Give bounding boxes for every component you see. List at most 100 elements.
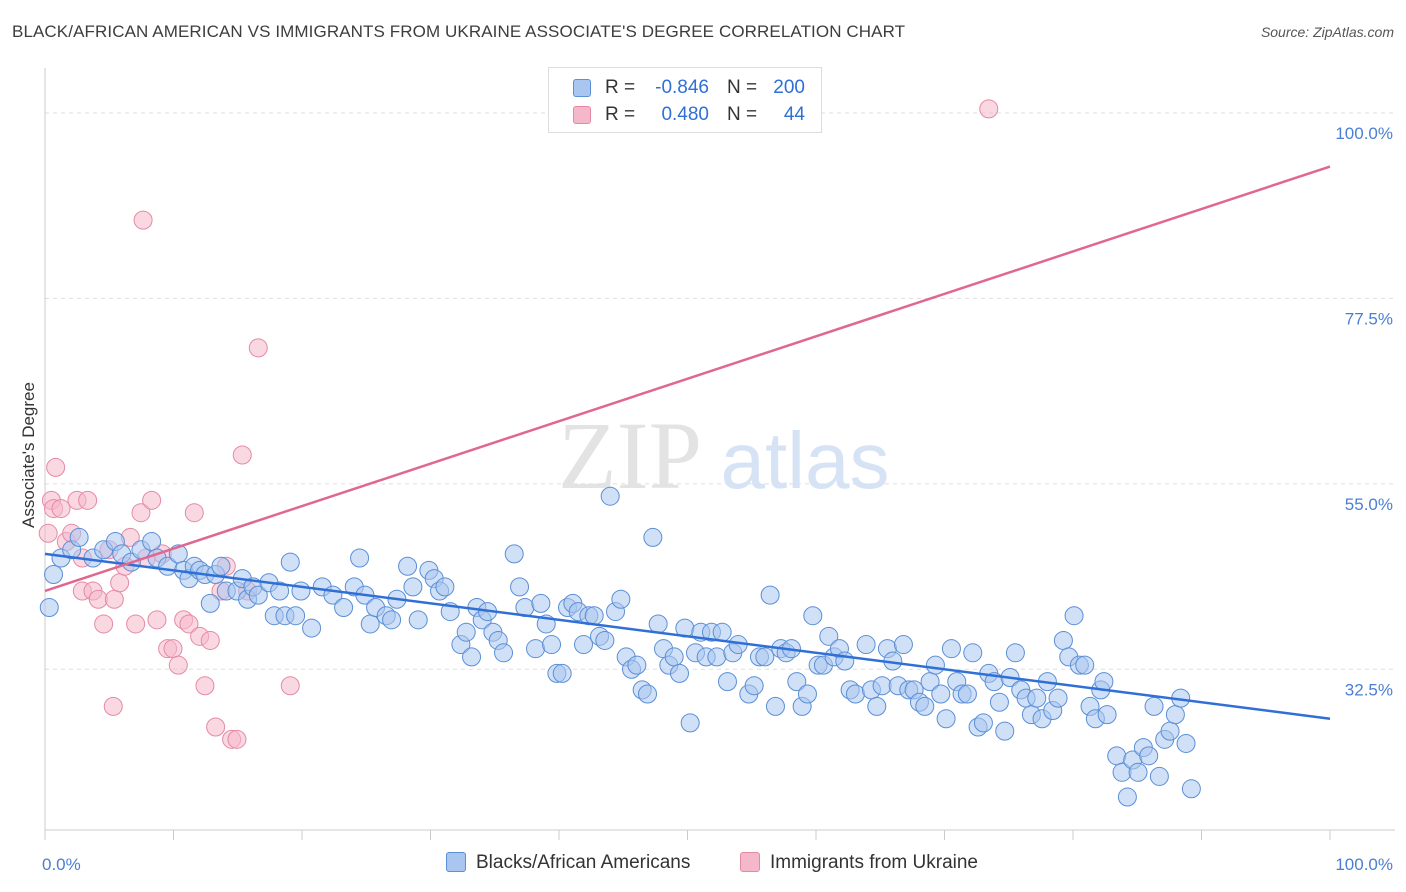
black-point-177 xyxy=(1117,787,1137,807)
black-point-79 xyxy=(584,606,604,626)
black-point-54 xyxy=(435,577,455,597)
black-point-112 xyxy=(765,696,785,716)
source-label: Source: ZipAtlas.com xyxy=(1260,24,1394,40)
ukraine-point-45 xyxy=(103,696,123,716)
black-point-81 xyxy=(595,630,615,650)
trend-line-black xyxy=(44,552,1331,720)
trend-line-ukraine xyxy=(44,165,1331,593)
black-point-150 xyxy=(973,713,993,733)
ukraine-point-22 xyxy=(142,490,162,510)
series-legend: Blacks/African Americans Immigrants from… xyxy=(0,852,1406,878)
legend-swatch-ukraine xyxy=(573,106,591,124)
black-point-77 xyxy=(574,635,594,655)
black-point-4 xyxy=(69,527,89,547)
black-point-82 xyxy=(600,486,620,506)
black-point-156 xyxy=(1005,643,1025,663)
ukraine-point-44 xyxy=(133,210,153,230)
black-point-119 xyxy=(803,606,823,626)
black-point-185 xyxy=(1160,721,1180,741)
black-point-122 xyxy=(819,626,839,646)
black-point-46 xyxy=(382,610,402,630)
ukraine-point-4 xyxy=(51,499,71,519)
series-black-points xyxy=(39,486,1201,807)
black-point-183 xyxy=(1149,766,1169,786)
black-point-111 xyxy=(760,585,780,605)
ukraine-point-39 xyxy=(232,445,252,465)
y-tick-label-2: 77.5% xyxy=(1345,309,1393,328)
black-point-128 xyxy=(856,635,876,655)
black-point-84 xyxy=(611,589,631,609)
black-point-147 xyxy=(957,684,977,704)
ukraine-point-43 xyxy=(979,99,999,119)
ukraine-point-3 xyxy=(46,457,66,477)
legend-swatch-black xyxy=(446,852,466,872)
ukraine-point-10 xyxy=(78,490,98,510)
black-point-167 xyxy=(1064,606,1084,626)
black-point-73 xyxy=(552,663,572,683)
y-tick-label-3: 100.0% xyxy=(1335,124,1393,143)
r-label: R = xyxy=(605,77,636,98)
black-point-11 xyxy=(142,532,162,552)
black-point-43 xyxy=(360,614,380,634)
black-point-186 xyxy=(1165,705,1185,725)
black-point-39 xyxy=(334,597,354,617)
black-point-135 xyxy=(893,635,913,655)
ukraine-point-23 xyxy=(147,610,167,630)
x-tick-label-1: 100.0% xyxy=(1335,855,1393,874)
black-point-58 xyxy=(462,647,482,667)
watermark: ZIP atlas xyxy=(558,402,889,509)
ukraine-point-32 xyxy=(195,676,215,696)
ukraine-point-27 xyxy=(168,655,188,675)
r-value: -0.846 xyxy=(655,77,709,98)
legend-item-black[interactable]: Blacks/African Americans xyxy=(446,852,690,874)
black-point-169 xyxy=(1075,655,1095,675)
ukraine-point-38 xyxy=(227,729,247,749)
black-point-127 xyxy=(845,684,865,704)
black-point-154 xyxy=(995,721,1015,741)
black-point-89 xyxy=(638,684,658,704)
ukraine-point-13 xyxy=(94,614,114,634)
ukraine-point-16 xyxy=(110,573,130,593)
ukraine-point-41 xyxy=(248,338,268,358)
watermark-atlas: atlas xyxy=(721,416,890,505)
black-point-33 xyxy=(280,552,300,572)
black-point-91 xyxy=(648,614,668,634)
black-point-22 xyxy=(211,556,231,576)
black-point-0 xyxy=(39,597,59,617)
black-point-66 xyxy=(510,577,530,597)
black-point-175 xyxy=(1107,746,1127,766)
black-point-95 xyxy=(670,663,690,683)
black-point-131 xyxy=(872,676,892,696)
black-point-64 xyxy=(494,643,514,663)
black-point-102 xyxy=(707,647,727,667)
black-point-69 xyxy=(531,593,551,613)
y-axis-label: Associate's Degree xyxy=(19,382,38,528)
black-point-139 xyxy=(915,696,935,716)
black-point-94 xyxy=(664,647,684,667)
n-value: 200 xyxy=(773,77,805,98)
black-point-65 xyxy=(504,544,524,564)
y-tick-label-0: 32.5% xyxy=(1345,680,1393,699)
black-point-20 xyxy=(200,593,220,613)
series-ukraine-points xyxy=(38,99,999,749)
black-point-141 xyxy=(925,655,945,675)
black-point-49 xyxy=(403,577,423,597)
black-point-143 xyxy=(936,709,956,729)
black-point-189 xyxy=(1181,779,1201,799)
y-tick-label-1: 55.0% xyxy=(1345,495,1393,514)
trend-lines xyxy=(44,165,1331,720)
legend-row-ukraine: R = 0.480 N = 44 xyxy=(549,101,821,129)
legend-item-ukraine[interactable]: Immigrants from Ukraine xyxy=(740,852,978,874)
black-point-28 xyxy=(248,585,268,605)
black-point-160 xyxy=(1027,688,1047,708)
ukraine-point-0 xyxy=(38,523,58,543)
legend-label-black: Blacks/African Americans xyxy=(476,852,691,873)
watermark-zip: ZIP xyxy=(558,402,702,509)
legend-row-black: R = -0.846 N = 200 xyxy=(549,74,821,102)
ukraine-point-19 xyxy=(126,614,146,634)
ukraine-point-12 xyxy=(88,589,108,609)
ukraine-point-26 xyxy=(163,639,183,659)
black-point-108 xyxy=(744,676,764,696)
n-label: N = xyxy=(727,104,758,125)
black-point-104 xyxy=(717,672,737,692)
